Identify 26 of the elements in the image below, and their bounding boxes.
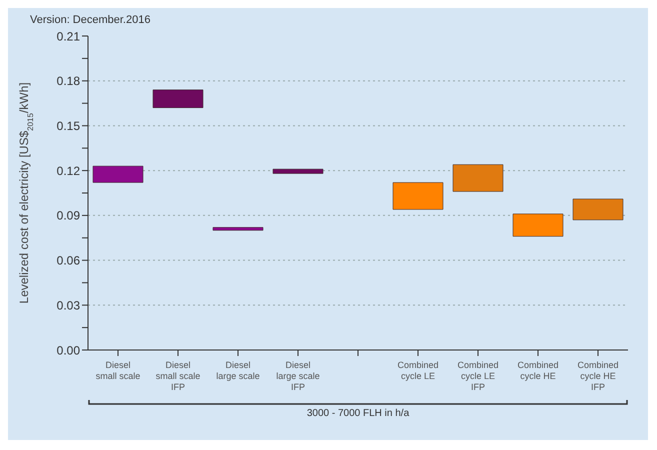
text: 3000 - 7000 FLH in h/a [306,408,410,419]
y-tick-label: 0.12 [56,164,80,178]
x-tick-label: Combined cycle HE IFP [577,360,619,392]
x-tick-label: Combined cycle LE [397,360,439,381]
bar [92,166,144,183]
bar [212,227,264,231]
bar [452,164,504,192]
bar [152,90,204,108]
x-tick-label: Diesel small scale IFP [156,360,200,392]
bar [572,198,624,220]
x-tick-label: Diesel small scale [96,360,140,381]
x-tick-label: Diesel large scale [216,360,260,381]
y-tick-label: 0.03 [56,298,80,312]
y-tick-label: 0.09 [56,208,80,223]
y-tick-label: 0.15 [56,118,80,133]
y-tick-label: 0.18 [56,74,80,88]
y-tick-label: 0.06 [56,254,80,268]
y-tick-label: 0.21 [56,29,80,44]
bar [512,214,564,237]
bar [272,168,324,174]
x-tick-label: Combined cycle HE [517,360,559,381]
y-tick-label: 0.00 [56,343,80,358]
x-tick-label: Diesel large scale IFP [276,360,320,392]
text: Version: December.2016 [30,14,150,26]
bar [392,182,444,210]
x-tick-label: Combined cycle LE IFP [457,360,499,392]
